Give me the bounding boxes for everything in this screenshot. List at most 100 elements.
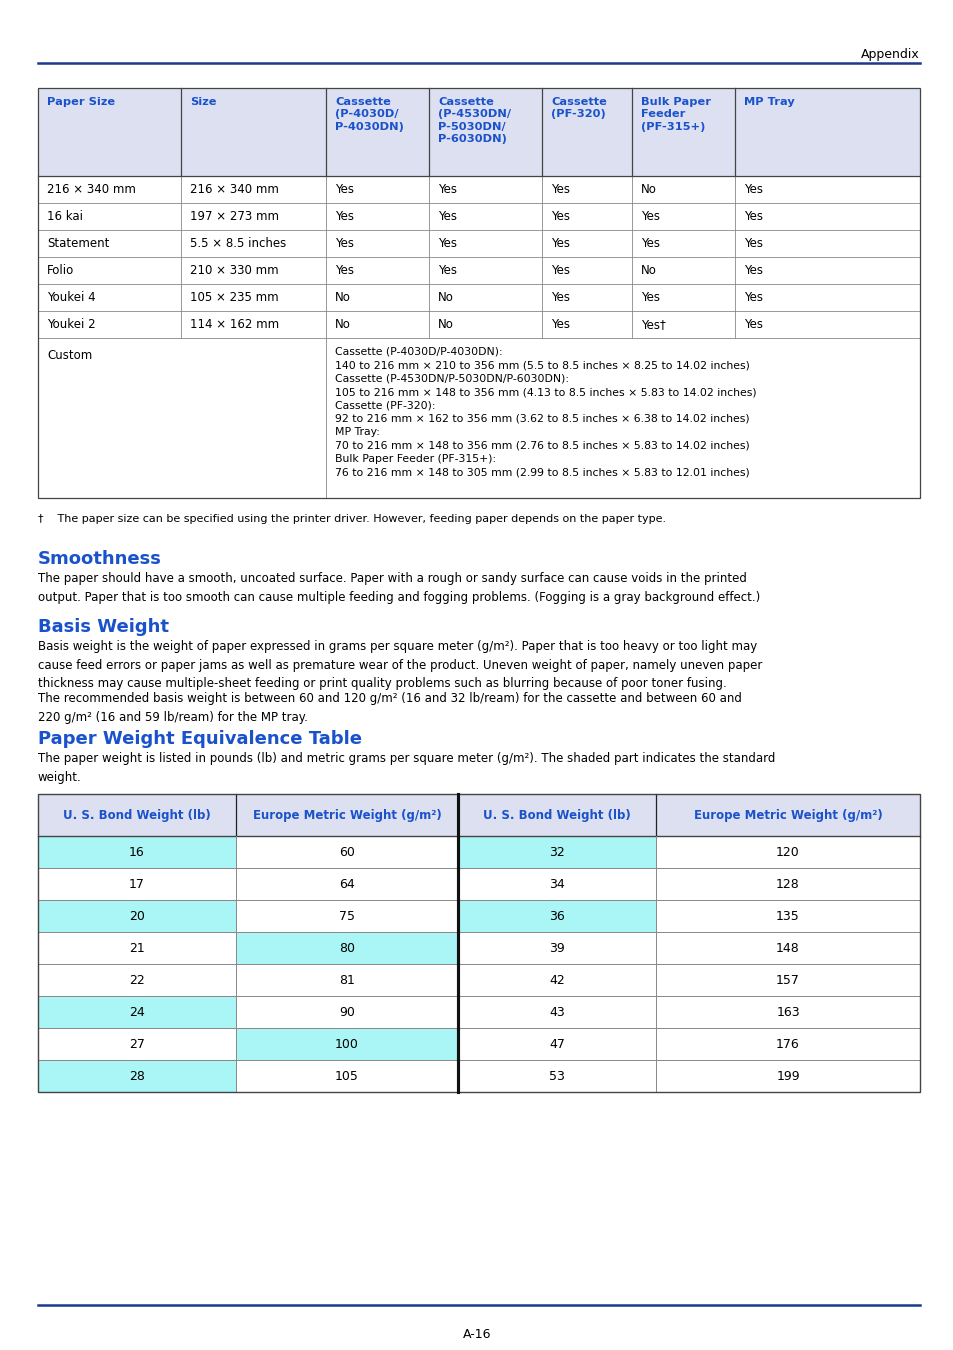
- Bar: [235, 1027, 457, 1060]
- Text: 21: 21: [129, 941, 145, 954]
- Text: 157: 157: [775, 973, 800, 987]
- Text: Yes: Yes: [640, 238, 659, 250]
- Text: Yes: Yes: [437, 211, 456, 223]
- Text: No: No: [640, 184, 657, 196]
- Bar: [656, 1027, 919, 1060]
- Text: Yes: Yes: [551, 265, 569, 277]
- Text: Yes: Yes: [551, 184, 569, 196]
- Text: U. S. Bond Weight (lb): U. S. Bond Weight (lb): [482, 809, 630, 822]
- Text: Yes: Yes: [551, 211, 569, 223]
- Text: Yes: Yes: [743, 265, 762, 277]
- Text: 64: 64: [338, 878, 355, 891]
- Text: Paper Size: Paper Size: [47, 97, 115, 107]
- Bar: [38, 996, 235, 1027]
- Text: No: No: [335, 292, 351, 304]
- Bar: [38, 88, 919, 498]
- Bar: [656, 868, 919, 900]
- Text: No: No: [437, 292, 454, 304]
- Text: 176: 176: [776, 1038, 799, 1050]
- Text: Yes: Yes: [437, 238, 456, 250]
- Bar: [235, 836, 457, 868]
- Text: †    The paper size can be specified using the printer driver. However, feeding : † The paper size can be specified using …: [38, 514, 665, 524]
- Text: The recommended basis weight is between 60 and 120 g/m² (16 and 32 lb/ream) for : The recommended basis weight is between …: [38, 693, 741, 724]
- Text: Appendix: Appendix: [861, 49, 919, 61]
- Text: 42: 42: [549, 973, 564, 987]
- Text: 17: 17: [129, 878, 145, 891]
- Bar: [457, 900, 656, 931]
- Text: Yes: Yes: [743, 292, 762, 304]
- Bar: [457, 836, 656, 868]
- Bar: [235, 996, 457, 1027]
- Bar: [235, 964, 457, 996]
- Bar: [656, 836, 919, 868]
- Text: 114 × 162 mm: 114 × 162 mm: [190, 319, 279, 331]
- Bar: [457, 996, 656, 1027]
- Text: 22: 22: [129, 973, 145, 987]
- Text: Cassette
(P-4030D/
P-4030DN): Cassette (P-4030D/ P-4030DN): [335, 97, 403, 132]
- Text: 135: 135: [776, 910, 799, 922]
- Bar: [38, 1060, 235, 1092]
- Text: U. S. Bond Weight (lb): U. S. Bond Weight (lb): [63, 809, 211, 822]
- Text: Yes: Yes: [743, 319, 762, 331]
- Bar: [38, 836, 235, 868]
- Bar: [235, 868, 457, 900]
- Text: 90: 90: [338, 1006, 355, 1018]
- Text: 53: 53: [549, 1069, 564, 1083]
- Text: 105 × 235 mm: 105 × 235 mm: [190, 292, 278, 304]
- Bar: [656, 900, 919, 931]
- Text: A-16: A-16: [462, 1328, 491, 1341]
- Bar: [38, 868, 235, 900]
- Text: The paper weight is listed in pounds (lb) and metric grams per square meter (g/m: The paper weight is listed in pounds (lb…: [38, 752, 775, 783]
- Text: 27: 27: [129, 1038, 145, 1050]
- Text: Europe Metric Weight (g/m²): Europe Metric Weight (g/m²): [693, 809, 882, 822]
- Text: Bulk Paper
Feeder
(PF-315+): Bulk Paper Feeder (PF-315+): [640, 97, 710, 132]
- Bar: [235, 931, 457, 964]
- Text: Yes: Yes: [437, 184, 456, 196]
- Bar: [457, 964, 656, 996]
- Text: Size: Size: [190, 97, 216, 107]
- Text: 120: 120: [776, 845, 799, 859]
- Text: Youkei 4: Youkei 4: [47, 292, 95, 304]
- Text: 197 × 273 mm: 197 × 273 mm: [190, 211, 278, 223]
- Bar: [38, 900, 235, 931]
- Text: 148: 148: [776, 941, 799, 954]
- Text: 32: 32: [549, 845, 564, 859]
- Text: 100: 100: [335, 1038, 358, 1050]
- Text: Yes: Yes: [743, 211, 762, 223]
- Bar: [235, 1060, 457, 1092]
- Text: Youkei 2: Youkei 2: [47, 319, 95, 331]
- Text: Yes: Yes: [335, 211, 354, 223]
- Text: 16: 16: [129, 845, 145, 859]
- Text: Cassette (P-4030D/P-4030DN):
140 to 216 mm × 210 to 356 mm (5.5 to 8.5 inches × : Cassette (P-4030D/P-4030DN): 140 to 216 …: [335, 347, 756, 478]
- Text: Folio: Folio: [47, 265, 74, 277]
- Text: Yes: Yes: [743, 238, 762, 250]
- Text: Yes†: Yes†: [640, 319, 665, 331]
- Text: MP Tray: MP Tray: [743, 97, 794, 107]
- Text: 16 kai: 16 kai: [47, 211, 83, 223]
- Text: 199: 199: [776, 1069, 799, 1083]
- Text: 163: 163: [776, 1006, 799, 1018]
- Text: Yes: Yes: [551, 238, 569, 250]
- Bar: [38, 1027, 235, 1060]
- Text: 24: 24: [129, 1006, 145, 1018]
- Bar: [457, 1060, 656, 1092]
- Text: No: No: [640, 265, 657, 277]
- Text: 28: 28: [129, 1069, 145, 1083]
- Bar: [656, 996, 919, 1027]
- Text: Smoothness: Smoothness: [38, 549, 162, 568]
- Text: 128: 128: [776, 878, 799, 891]
- Text: Basis Weight: Basis Weight: [38, 618, 169, 636]
- Text: 5.5 × 8.5 inches: 5.5 × 8.5 inches: [190, 238, 286, 250]
- Text: No: No: [437, 319, 454, 331]
- Text: 80: 80: [338, 941, 355, 954]
- Text: 210 × 330 mm: 210 × 330 mm: [190, 265, 278, 277]
- Text: Custom: Custom: [47, 350, 92, 362]
- Text: Yes: Yes: [335, 184, 354, 196]
- Text: 34: 34: [549, 878, 564, 891]
- Bar: [38, 794, 919, 1092]
- Text: Europe Metric Weight (g/m²): Europe Metric Weight (g/m²): [253, 809, 441, 822]
- Text: 216 × 340 mm: 216 × 340 mm: [47, 184, 135, 196]
- Bar: [38, 794, 919, 836]
- Bar: [235, 900, 457, 931]
- Text: Yes: Yes: [335, 265, 354, 277]
